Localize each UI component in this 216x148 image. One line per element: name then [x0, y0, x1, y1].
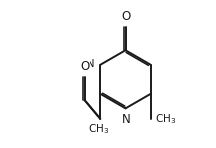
Text: CH$_3$: CH$_3$ [155, 112, 176, 126]
Text: HN: HN [79, 59, 94, 69]
Text: CH$_3$: CH$_3$ [88, 122, 109, 136]
Text: O: O [80, 60, 89, 73]
Text: N: N [122, 113, 130, 126]
Text: NH: NH [93, 123, 109, 133]
Text: O: O [121, 10, 130, 23]
